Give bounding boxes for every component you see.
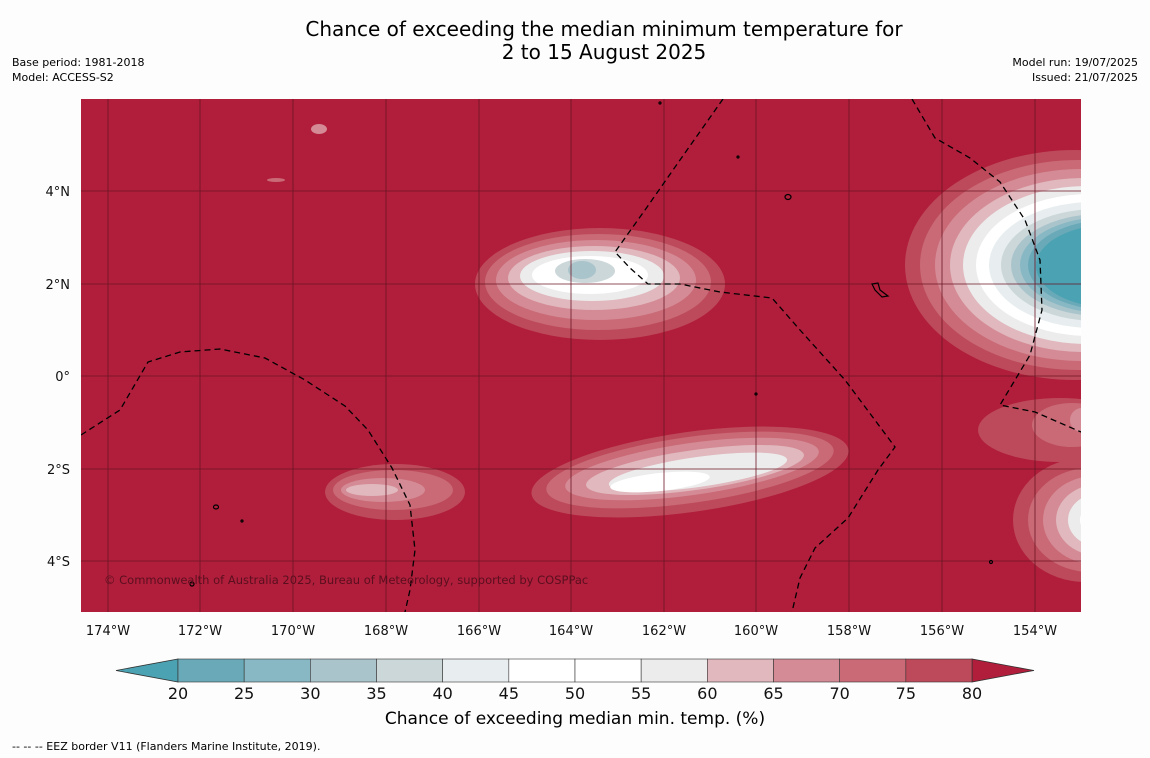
longitude-label: 158°W: [827, 624, 871, 639]
issued-text: Issued: 21/07/2025: [1031, 71, 1138, 84]
longitude-label: 172°W: [178, 624, 222, 639]
colorbar-under-arrow: [115, 658, 179, 683]
title-line-1: Chance of exceeding the median minimum t…: [305, 17, 903, 41]
longitude-label: 164°W: [549, 624, 593, 639]
east-small-patch: [978, 398, 1081, 462]
longitude-label: 174°W: [86, 624, 130, 639]
longitude-label: 168°W: [364, 624, 408, 639]
colorbar-bin: [839, 658, 907, 683]
island-outline: [736, 155, 740, 159]
colorbar-bin: [442, 658, 510, 683]
colorbar-tick-label: 75: [896, 684, 916, 703]
longitude-label: 160°W: [734, 624, 778, 639]
latitude-label: 4°N: [46, 185, 71, 200]
title-line-2: 2 to 15 August 2025: [501, 40, 707, 64]
longitude-labels: 174°W 172°W 170°W 168°W 166°W 164°W 162°W 160°W…: [86, 624, 1057, 639]
colorbar-over-arrow: [971, 658, 1035, 683]
eez-border-line: [911, 99, 1081, 433]
colorbar-tick-label: 30: [300, 684, 320, 703]
longitude-label: 154°W: [1013, 624, 1057, 639]
meta-right: Model run: 19/07/2025 Issued: 21/07/2025: [1012, 55, 1138, 85]
colorbar-bin: [773, 658, 840, 683]
eez-borders: [81, 99, 1081, 612]
colorbar-bin: [905, 658, 973, 683]
island-outline: [240, 519, 244, 523]
colorbar-bin: [574, 658, 642, 683]
south-cool-band: [325, 426, 849, 520]
island-outline: [754, 392, 758, 396]
graticule: [81, 99, 1081, 612]
colorbar-bin: [508, 658, 576, 683]
island-outline: [784, 193, 792, 201]
small-patch: [267, 178, 285, 182]
model-run-text: Model run: 19/07/2025: [1012, 56, 1138, 69]
colorbar-title: Chance of exceeding median min. temp. (%…: [384, 709, 766, 729]
colorbar-tick-label: 80: [962, 684, 982, 703]
island-outline: [189, 581, 195, 587]
colorbar-bin: [177, 658, 245, 683]
eez-footnote: -- -- -- EEZ border V11 (Flanders Marine…: [12, 740, 321, 753]
eez-border-line: [81, 348, 416, 612]
colorbar-tick-label: 35: [366, 684, 386, 703]
colorbar: 20 25 30 35 40 45 50 55 60 65 70 75 80: [115, 658, 1035, 703]
colorbar-tick-label: 50: [565, 684, 585, 703]
longitude-label: 166°W: [457, 624, 501, 639]
colorbar-bin: [243, 658, 311, 683]
colorbar-tick-label: 25: [234, 684, 254, 703]
colorbar-bin: [376, 658, 443, 683]
southeast-cool-patch: [1013, 458, 1081, 582]
latitude-label: 2°S: [47, 463, 70, 478]
latitude-label: 0°: [55, 370, 70, 385]
colorbar-tick-label: 55: [631, 684, 651, 703]
map-field: © Commonwealth of Australia 2025, Bureau…: [81, 99, 1081, 612]
colorbar-tick-label: 45: [499, 684, 519, 703]
colorbar-tick-label: 70: [829, 684, 849, 703]
map-background: [81, 99, 1081, 612]
longitude-label: 162°W: [642, 624, 686, 639]
colorbar-tick-label: 60: [697, 684, 717, 703]
latitude-label: 2°N: [46, 278, 71, 293]
latitude-labels: 4°N 2°N 0° 2°S 4°S: [46, 185, 71, 570]
island-outline: [871, 282, 890, 298]
island-outline: [988, 559, 994, 565]
colorbar-bin: [310, 658, 377, 683]
map-title: Chance of exceeding the median minimum t…: [0, 18, 1150, 64]
longitude-label: 156°W: [920, 624, 964, 639]
meta-left: Base period: 1981-2018 Model: ACCESS-S2: [12, 55, 144, 85]
colorbar-tick-label: 20: [168, 684, 188, 703]
longitude-label: 170°W: [271, 624, 315, 639]
colorbar-bin: [707, 658, 774, 683]
latitude-label: 4°S: [47, 555, 70, 570]
eez-border-line: [614, 99, 896, 612]
small-patch: [311, 124, 327, 134]
islands: [189, 101, 994, 587]
copyright-notice: © Commonwealth of Australia 2025, Bureau…: [104, 573, 588, 587]
island-outline: [658, 101, 662, 105]
colorbar-bin: [640, 658, 708, 683]
model-text: Model: ACCESS-S2: [12, 71, 114, 84]
base-period-text: Base period: 1981-2018: [12, 56, 145, 69]
colorbar-tick-label: 65: [763, 684, 783, 703]
colorbar-tick-label: 40: [432, 684, 452, 703]
island-outline: [212, 504, 220, 510]
